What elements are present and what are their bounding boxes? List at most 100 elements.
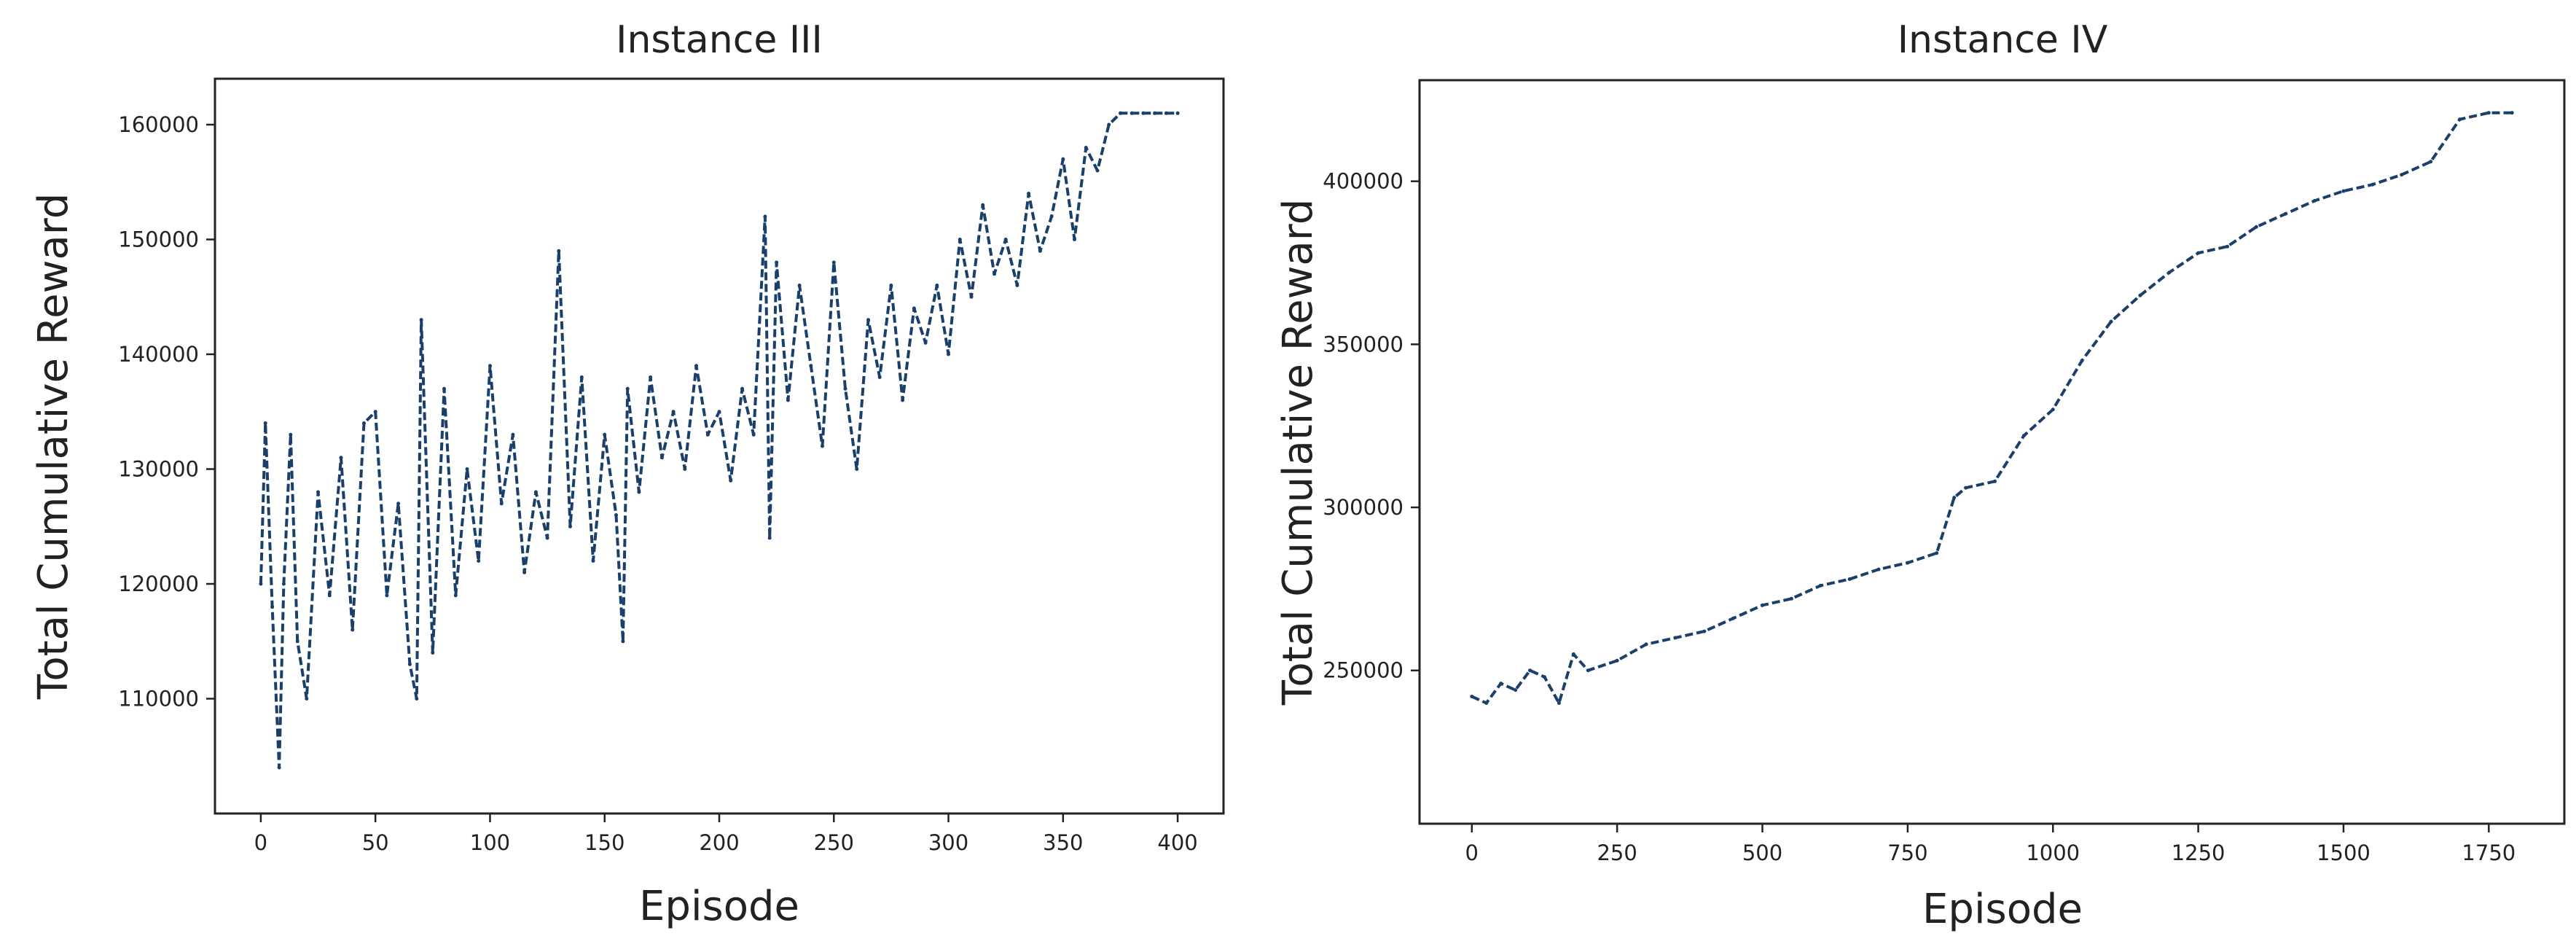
data-point xyxy=(614,513,618,517)
data-point xyxy=(1761,603,1764,607)
data-point xyxy=(1571,652,1575,656)
data-point xyxy=(855,467,859,471)
data-point xyxy=(1130,111,1134,115)
y-tick-label: 300000 xyxy=(1323,495,1404,520)
data-point xyxy=(511,432,515,437)
data-point xyxy=(935,284,939,287)
data-point xyxy=(767,536,772,540)
data-point xyxy=(809,364,813,368)
data-point xyxy=(1935,551,1939,555)
data-point xyxy=(295,639,300,644)
plot-area xyxy=(214,77,1225,815)
data-point xyxy=(2341,189,2346,193)
data-point xyxy=(2051,407,2055,412)
x-tick-label: 50 xyxy=(362,830,389,855)
data-point xyxy=(1964,485,1968,490)
data-point xyxy=(1003,238,1008,241)
data-point xyxy=(2138,293,2142,297)
data-point xyxy=(729,478,733,483)
data-point xyxy=(775,260,779,265)
data-point xyxy=(1484,701,1489,705)
data-point xyxy=(568,524,572,528)
data-point xyxy=(362,421,366,425)
data-point xyxy=(831,260,836,265)
x-axis-ticks: 0 250 500 750 1000 1250 1500 1750 xyxy=(1465,824,2516,865)
data-point xyxy=(277,765,281,770)
data-point xyxy=(1027,192,1031,195)
data-point xyxy=(1514,688,1518,692)
data-point xyxy=(415,697,419,701)
data-series xyxy=(259,111,1180,770)
data-point xyxy=(2458,117,2462,122)
data-point xyxy=(465,467,469,471)
data-point xyxy=(419,318,423,322)
data-point xyxy=(1906,561,1910,565)
data-point xyxy=(385,593,389,598)
data-point xyxy=(843,386,847,391)
data-point xyxy=(751,432,756,437)
x-tick-label: 100 xyxy=(470,830,510,855)
data-point xyxy=(1557,701,1561,705)
data-point xyxy=(2225,244,2229,249)
data-point xyxy=(901,398,905,402)
data-point xyxy=(579,375,584,379)
data-point xyxy=(431,651,435,655)
y-axis-ticks: 250000 300000 350000 400000 xyxy=(1323,169,1420,683)
data-point xyxy=(522,570,527,574)
chart-instance-iii: Instance III 0 50 100 150 200 250 300 350 400 11… xyxy=(30,18,1225,930)
data-point xyxy=(2080,359,2084,363)
data-point xyxy=(2167,270,2172,275)
data-point xyxy=(270,605,275,609)
y-tick-label: 140000 xyxy=(118,342,199,367)
data-point xyxy=(763,214,767,219)
data-point xyxy=(981,203,985,207)
data-point xyxy=(1084,146,1088,149)
x-tick-label: 300 xyxy=(928,830,968,855)
series-line xyxy=(259,112,1178,769)
data-point xyxy=(2254,225,2258,229)
y-tick-label: 130000 xyxy=(118,457,199,482)
data-point xyxy=(373,410,377,414)
data-point xyxy=(923,340,928,345)
y-tick-label: 160000 xyxy=(118,112,199,137)
data-point xyxy=(694,364,698,368)
data-point xyxy=(499,502,504,506)
data-point xyxy=(958,238,962,241)
data-point xyxy=(1731,616,1736,620)
data-point xyxy=(1175,111,1180,115)
data-point xyxy=(683,467,687,471)
x-tick-label: 250 xyxy=(1597,840,1637,865)
data-point xyxy=(2429,160,2433,164)
data-point xyxy=(1673,636,1677,640)
data-point xyxy=(327,593,332,598)
data-point xyxy=(407,662,412,666)
data-point xyxy=(259,582,263,586)
x-tick-label: 1000 xyxy=(2026,840,2080,865)
data-point xyxy=(2400,173,2404,177)
x-tick-label: 750 xyxy=(1887,840,1927,865)
data-point xyxy=(740,386,744,391)
x-tick-label: 1250 xyxy=(2172,840,2225,865)
data-point xyxy=(2109,319,2113,324)
data-point xyxy=(545,536,549,540)
data-point xyxy=(1818,583,1823,588)
data-point xyxy=(1789,596,1793,601)
x-tick-label: 0 xyxy=(254,830,267,855)
data-point xyxy=(2312,199,2317,203)
data-point xyxy=(591,559,595,563)
data-point xyxy=(1015,284,1019,287)
data-point xyxy=(786,398,790,402)
series-line xyxy=(1471,111,2513,705)
data-point xyxy=(2510,111,2514,115)
data-point xyxy=(1543,675,1546,679)
data-point xyxy=(889,284,893,287)
data-point xyxy=(1038,249,1042,253)
data-point xyxy=(1073,238,1076,241)
data-point xyxy=(1993,479,1997,483)
data-point xyxy=(625,386,630,391)
data-point xyxy=(1095,168,1100,173)
x-axis-label: Episode xyxy=(1922,886,2083,933)
data-point xyxy=(477,559,481,563)
data-point xyxy=(2283,211,2287,216)
chart-title: Instance III xyxy=(616,18,823,62)
